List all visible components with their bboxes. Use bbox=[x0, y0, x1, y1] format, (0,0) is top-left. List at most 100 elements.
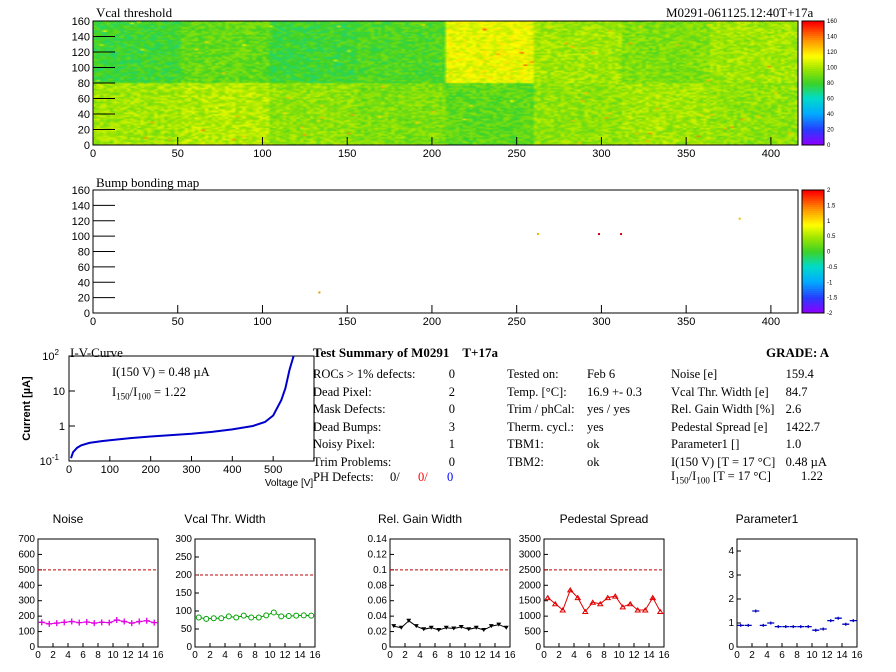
colorbar-cell bbox=[802, 80, 824, 84]
x-tick-label: 200 bbox=[423, 148, 441, 160]
left-row: Noisy Pixel: 1 bbox=[313, 436, 455, 454]
data-point bbox=[797, 625, 805, 629]
data-point bbox=[210, 615, 217, 622]
iv-x-tick-label: 100 bbox=[101, 464, 119, 476]
y-tick-label: 2500 bbox=[519, 565, 542, 576]
right-label: Vcal Thr. Width [e] bbox=[671, 384, 769, 399]
left-label: Dead Bumps: bbox=[313, 419, 382, 434]
colorbar-cell bbox=[802, 245, 824, 248]
data-point bbox=[218, 615, 225, 622]
data-point bbox=[308, 612, 315, 619]
mid-row: Trim / phCal: yes / yes bbox=[507, 401, 652, 419]
data-point bbox=[566, 586, 574, 593]
y-tick-label: 80 bbox=[78, 78, 90, 90]
left-label: ROCs > 1% defects: bbox=[313, 367, 416, 381]
colorbar-cell bbox=[802, 95, 824, 98]
ph-value-0: 0/ bbox=[390, 470, 400, 484]
chart-frame bbox=[543, 538, 665, 648]
x-tick-label: 0 bbox=[387, 650, 393, 661]
y-tick-label: 160 bbox=[72, 185, 90, 197]
colorbar-cell bbox=[802, 308, 824, 312]
colorbar-cell bbox=[802, 222, 824, 226]
x-tick-label: 14 bbox=[294, 650, 306, 661]
iv-y-tick-label: 1 bbox=[59, 421, 65, 433]
colorbar-cell bbox=[802, 78, 824, 82]
iv-note2: I150/I100 = 1.22 bbox=[112, 385, 186, 402]
colorbar-frame bbox=[801, 20, 825, 146]
colorbar-cell bbox=[802, 103, 824, 107]
x-tick-label: 50 bbox=[172, 148, 184, 160]
colorbar-tick-label: 0 bbox=[827, 143, 831, 149]
right-label: Parameter1 [] bbox=[671, 437, 740, 451]
iv-note1: I(150 V) = 0.48 µA bbox=[112, 365, 210, 379]
colorbar-cell bbox=[802, 99, 824, 103]
colorbar-cell bbox=[802, 23, 824, 26]
series-line bbox=[198, 611, 312, 620]
y-tick-label: 60 bbox=[78, 94, 90, 106]
data-point bbox=[849, 619, 857, 623]
data-point bbox=[413, 624, 419, 629]
module-id: M0291-061125.12:40T+17a bbox=[666, 5, 814, 20]
y-tick-label: 120 bbox=[72, 216, 90, 228]
colorbar-cell bbox=[802, 194, 824, 197]
y-tick-label: 500 bbox=[524, 627, 541, 638]
colorbar-cell bbox=[802, 304, 824, 308]
colorbar-cell bbox=[802, 226, 824, 230]
data-point bbox=[263, 612, 270, 619]
data-point bbox=[53, 620, 60, 627]
x-tick-label: 12 bbox=[122, 650, 134, 661]
summary-right: Noise [e] 159.4 Vcal Thr. Width [e] 84.7 Rel… bbox=[671, 366, 831, 471]
x-tick-label: 6 bbox=[586, 650, 592, 661]
colorbar-cell bbox=[802, 39, 824, 43]
iv-series-line bbox=[70, 355, 295, 459]
colorbar-tick-label: 60 bbox=[827, 97, 834, 103]
right-value: 1422.7 bbox=[785, 419, 821, 434]
left-value: 2 bbox=[448, 384, 455, 399]
mid-value: ok bbox=[586, 454, 600, 469]
x-tick-label: 0 bbox=[192, 650, 198, 661]
colorbar-cell bbox=[802, 31, 824, 34]
left-row: Dead Pixel: 2 bbox=[313, 384, 455, 402]
y-tick-label: 4 bbox=[728, 546, 734, 557]
data-point bbox=[619, 603, 627, 610]
colorbar-cell bbox=[802, 200, 824, 203]
map-frame bbox=[92, 189, 799, 314]
ratio-label: I150/I100 [T = 17 °C] bbox=[671, 469, 771, 486]
x-tick-label: 0 bbox=[734, 650, 740, 661]
x-tick-label: 150 bbox=[338, 148, 356, 160]
colorbar-cell bbox=[802, 253, 824, 257]
colorbar-cell bbox=[802, 296, 824, 300]
y-tick-label: 100 bbox=[175, 606, 192, 617]
y-tick-label: 0.04 bbox=[368, 611, 388, 622]
colorbar-tick-label: 120 bbox=[827, 50, 838, 56]
y-tick-label: 100 bbox=[18, 627, 35, 638]
x-tick-label: 300 bbox=[592, 148, 610, 160]
colorbar-cell bbox=[802, 74, 824, 78]
right-value: 1.0 bbox=[785, 437, 802, 451]
data-point bbox=[774, 625, 782, 629]
data-point bbox=[285, 613, 292, 620]
y-tick-label: 150 bbox=[175, 588, 192, 599]
data-point bbox=[143, 617, 150, 624]
mid-row: TBM1: ok bbox=[507, 436, 652, 454]
data-point bbox=[46, 620, 53, 627]
data-point bbox=[406, 618, 412, 623]
mid-label: TBM1: bbox=[507, 437, 544, 451]
y-tick-label: 3000 bbox=[519, 549, 542, 560]
data-point bbox=[544, 594, 552, 601]
colorbar-cell bbox=[802, 210, 824, 214]
x-tick-label: 350 bbox=[677, 316, 695, 328]
data-point bbox=[596, 600, 604, 607]
chart-title: Rel. Gain Width bbox=[378, 512, 462, 526]
x-tick-label: 150 bbox=[338, 316, 356, 328]
x-tick-label: 6 bbox=[80, 650, 86, 661]
y-tick-label: 0.08 bbox=[368, 580, 388, 591]
colorbar-tick-label: 160 bbox=[827, 19, 838, 25]
data-point bbox=[759, 623, 767, 627]
colorbar-cell bbox=[802, 111, 824, 115]
mid-value: ok bbox=[586, 437, 600, 451]
x-tick-label: 250 bbox=[507, 316, 525, 328]
data-point bbox=[812, 628, 820, 632]
chart-title: Parameter1 bbox=[736, 512, 799, 526]
iv-x-tick-label: 200 bbox=[141, 464, 159, 476]
